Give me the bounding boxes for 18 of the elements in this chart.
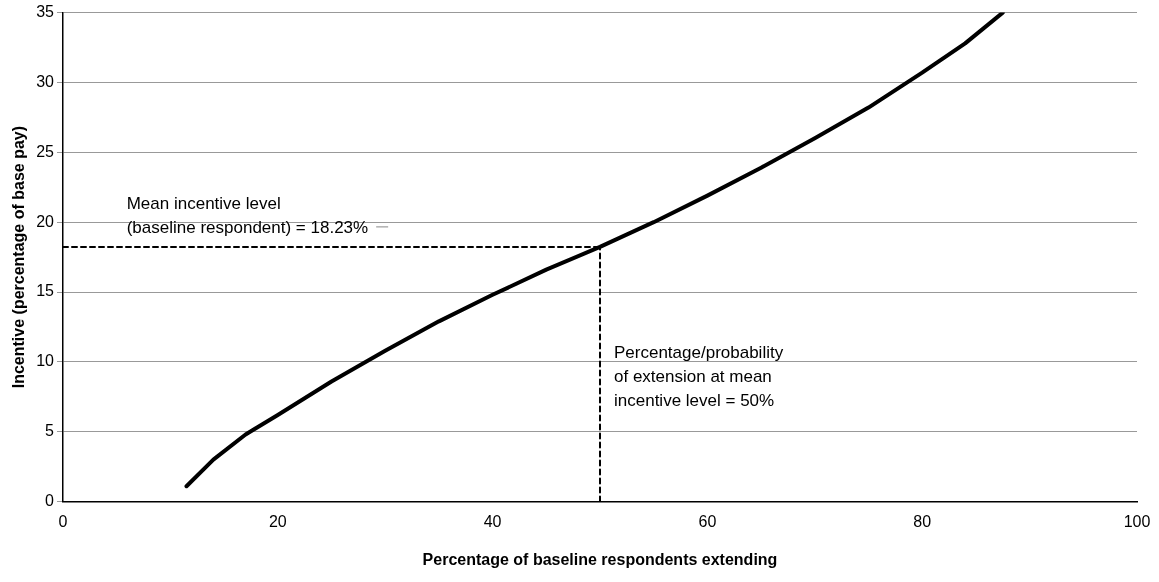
x-tick-label: 80 — [913, 512, 932, 530]
x-tick-label: 60 — [698, 512, 717, 530]
x-tick-label: 0 — [58, 512, 68, 530]
y-tick-label: 15 — [36, 282, 55, 300]
y-tick-label: 0 — [45, 492, 55, 510]
y-tick-label: 30 — [36, 72, 55, 90]
annotation: Mean incentive level (baseline respondent) = 18.23% — [126, 193, 369, 237]
x-tick-label: 40 — [483, 512, 502, 530]
y-tick-label: 35 — [36, 3, 55, 21]
y-axis-title: Incentive (percentage of base pay) — [10, 125, 28, 389]
y-tick-label: 20 — [36, 212, 55, 230]
y-tick-label: 5 — [45, 422, 55, 440]
y-tick-label: 25 — [36, 142, 55, 160]
annotation: Percentage/probability of extension at mean incentive level = 50% — [614, 342, 784, 410]
x-tick-label: 100 — [1123, 512, 1151, 530]
x-axis-title: Percentage of baseline respondents extending — [422, 550, 778, 568]
y-tick-label: 10 — [36, 352, 55, 370]
x-tick-label: 20 — [268, 512, 287, 530]
